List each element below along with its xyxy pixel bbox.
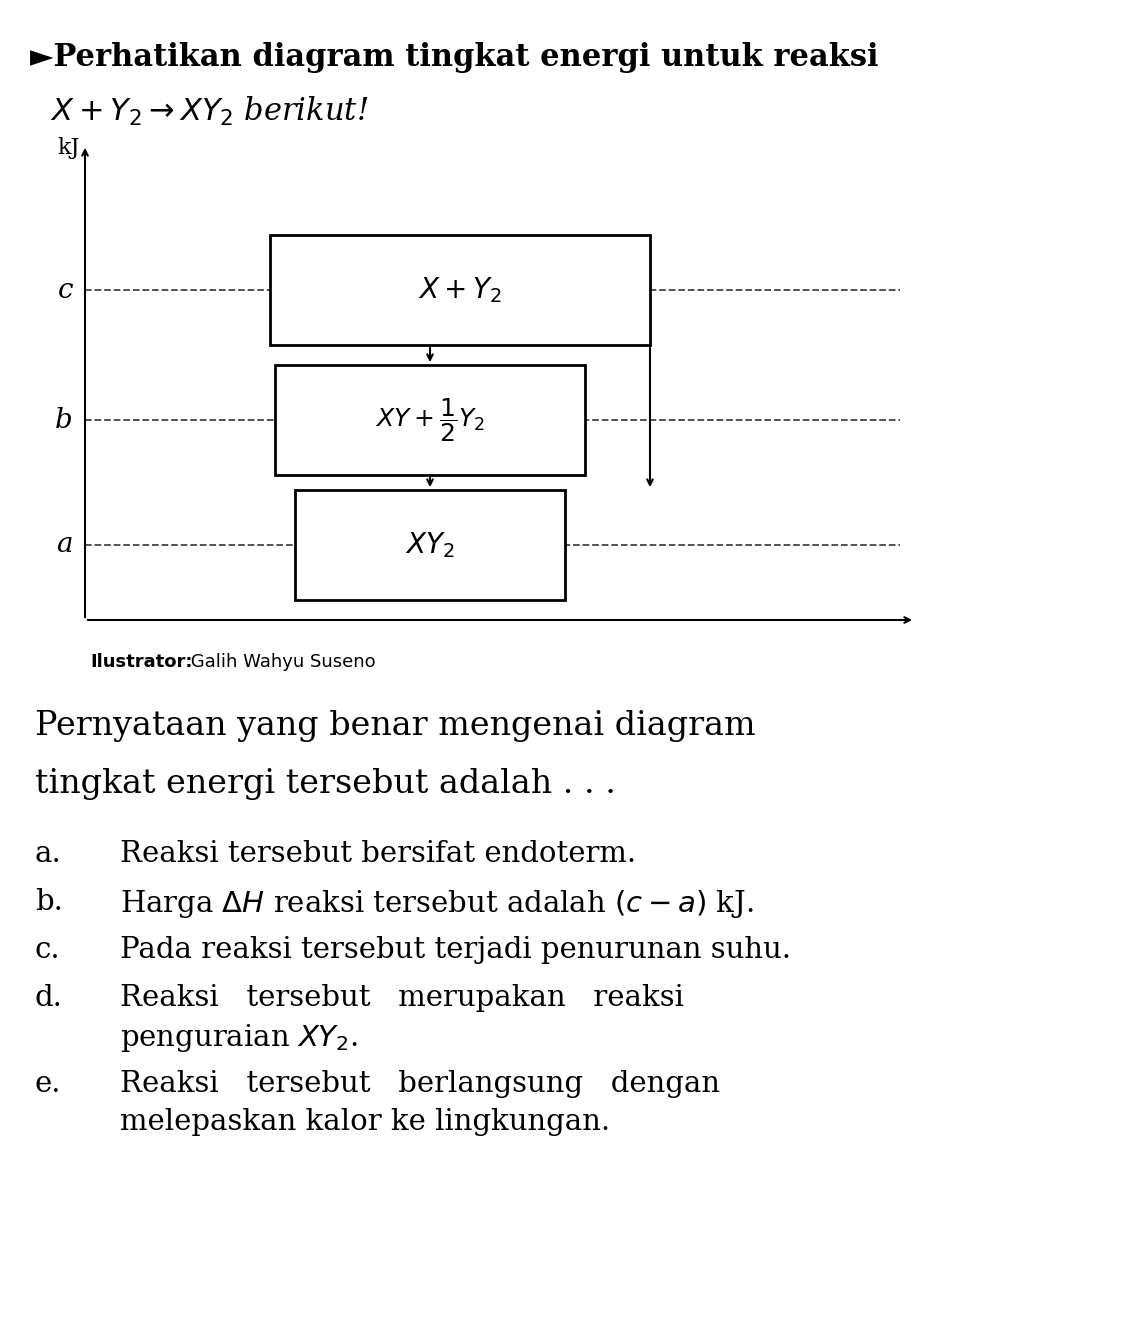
Text: Reaksi   tersebut   merupakan   reaksi: Reaksi tersebut merupakan reaksi bbox=[120, 984, 684, 1012]
Text: ►Perhatikan diagram tingkat energi untuk reaksi: ►Perhatikan diagram tingkat energi untuk… bbox=[30, 42, 878, 73]
Text: kJ: kJ bbox=[58, 136, 79, 159]
Text: c: c bbox=[58, 277, 73, 303]
Bar bbox=[295, 490, 565, 600]
Text: $X + Y_2$: $X + Y_2$ bbox=[418, 275, 502, 305]
Text: Ilustrator:: Ilustrator: bbox=[90, 653, 193, 671]
Text: Galih Wahyu Suseno: Galih Wahyu Suseno bbox=[185, 653, 376, 671]
Text: b: b bbox=[56, 406, 73, 433]
Text: Reaksi tersebut bersifat endoterm.: Reaksi tersebut bersifat endoterm. bbox=[120, 839, 636, 869]
Text: Reaksi   tersebut   berlangsung   dengan: Reaksi tersebut berlangsung dengan bbox=[120, 1070, 720, 1098]
Text: $X + Y_2 \rightarrow XY_2$ berikut!: $X + Y_2 \rightarrow XY_2$ berikut! bbox=[50, 95, 369, 128]
Text: e.: e. bbox=[35, 1070, 61, 1098]
Text: a.: a. bbox=[35, 839, 61, 869]
Text: Harga $\Delta H$ reaksi tersebut adalah $(c - a)$ kJ.: Harga $\Delta H$ reaksi tersebut adalah … bbox=[120, 888, 754, 920]
Text: Pada reaksi tersebut terjadi penurunan suhu.: Pada reaksi tersebut terjadi penurunan s… bbox=[120, 936, 791, 964]
Text: Pernyataan yang benar mengenai diagram: Pernyataan yang benar mengenai diagram bbox=[35, 710, 756, 741]
Text: penguraian $XY_2$.: penguraian $XY_2$. bbox=[120, 1022, 358, 1054]
Text: tingkat energi tersebut adalah . . .: tingkat energi tersebut adalah . . . bbox=[35, 768, 616, 800]
Text: c.: c. bbox=[35, 936, 60, 964]
Text: a: a bbox=[57, 531, 73, 559]
Text: d.: d. bbox=[35, 984, 62, 1012]
Text: b.: b. bbox=[35, 888, 62, 916]
Bar bbox=[275, 365, 585, 475]
Text: $XY_2$: $XY_2$ bbox=[405, 530, 455, 560]
Text: melepaskan kalor ke lingkungan.: melepaskan kalor ke lingkungan. bbox=[120, 1108, 611, 1136]
Text: $XY + \dfrac{1}{2}Y_2$: $XY + \dfrac{1}{2}Y_2$ bbox=[375, 396, 485, 444]
Bar bbox=[270, 234, 650, 346]
